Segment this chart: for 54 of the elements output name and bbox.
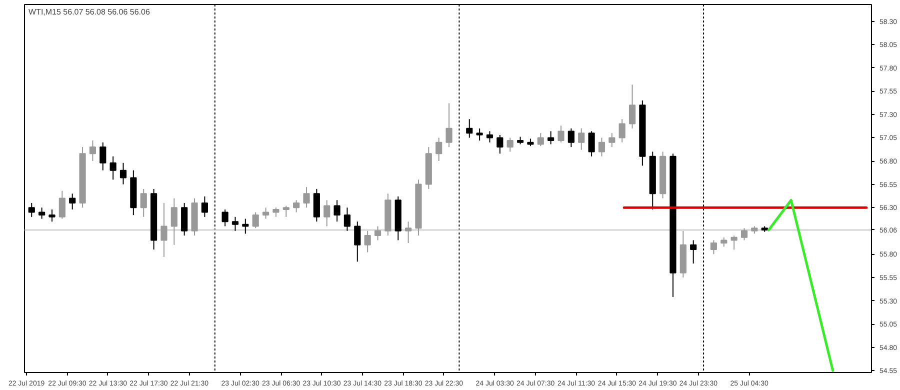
candlestick [303,186,310,208]
candlestick [568,128,574,148]
candlestick [558,125,564,143]
candlestick [110,156,116,180]
chart-title: WTI,M15 56.07 56.08 56.06 56.06 [28,8,150,16]
candlestick [58,190,66,220]
candlestick [120,162,127,185]
candlestick [170,198,178,246]
candlestick [293,200,300,213]
candlestick [28,202,35,218]
candlestick [69,193,76,210]
candlestick [272,207,280,218]
candlestick [436,137,442,162]
candlestick [89,140,96,162]
candlestick [588,130,595,157]
candlestick [506,137,514,152]
candlestick [374,226,382,241]
candlestick [578,128,585,150]
candlestick [324,200,330,227]
candlestick [201,196,208,218]
candlestick [100,142,106,171]
candlestick [618,118,626,143]
candlestick [48,208,56,222]
candlestick [242,218,249,234]
candlestick [364,230,371,253]
candlestick [334,200,340,222]
candlestick [608,132,616,148]
candlestick [38,207,46,220]
candlestick [313,188,320,222]
candlestick [690,240,697,264]
candlestick [496,134,504,154]
candlestick [598,137,606,157]
candlestick [181,202,188,236]
candlestick [730,235,738,250]
candlestick [720,236,728,248]
candlestick [740,228,748,241]
candlestick [222,208,228,227]
candlestick [354,221,361,262]
candlestick [537,132,544,147]
candlestick [282,205,290,218]
candlestick [466,118,473,138]
candlestick [232,216,239,232]
candlestick [262,207,270,220]
candlestick [486,130,494,143]
candlestick [140,188,147,218]
candlestick [446,102,452,148]
candlestick [628,84,636,129]
candlestick [548,130,554,145]
candlestick [710,240,718,255]
candlestick [344,207,351,232]
candlestick [404,221,412,244]
candlestick [160,202,168,258]
candlestick [476,128,483,142]
candlestick [252,212,259,229]
